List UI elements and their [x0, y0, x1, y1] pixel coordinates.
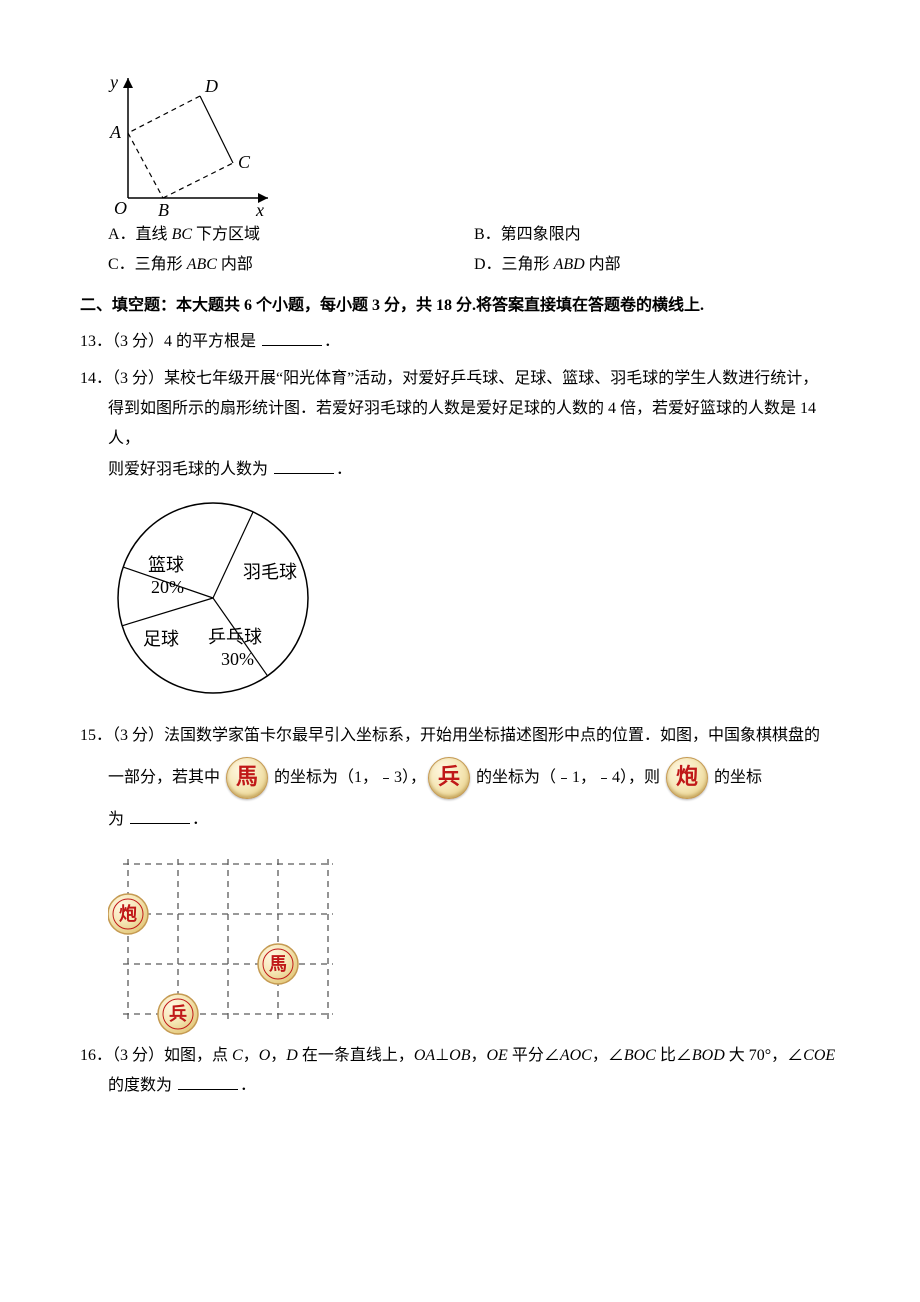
q15-line3: 为 ． — [108, 799, 840, 841]
q12-figure: O B x y A C D — [108, 68, 840, 218]
pie-label-bb: 篮球 — [148, 555, 184, 575]
q16-suf: ． — [240, 1077, 256, 1094]
q15: 15．（3 分）法国数学家笛卡尔最早引入坐标系，开始用坐标描述图形中点的位置．如… — [80, 715, 840, 841]
q16-line2: 的度数为 ． — [108, 1071, 840, 1101]
q14-prefix: 14．（3 分） — [80, 370, 164, 387]
q14-suf: ． — [336, 461, 352, 478]
label-C: C — [238, 152, 251, 172]
label-A: A — [109, 122, 122, 142]
q16: 16．（3 分）如图，点 C，O，D 在一条直线上，OA⊥OB，OE 平分∠AO… — [80, 1041, 840, 1102]
q15-s1: 法国数学家笛卡尔最早引入坐标系，开始用坐标描述图形中点的位置．如图，中国象棋棋盘… — [164, 727, 820, 744]
q15-s4: 的坐标为（﹣1，﹣4），则 — [472, 769, 664, 786]
pie-label-bb-pct: 20% — [151, 577, 184, 597]
q15-line2: 一部分，若其中 馬 的坐标为（1，﹣3），兵 的坐标为（﹣1，﹣4），则 炮 的… — [108, 757, 840, 799]
label-B: B — [158, 200, 169, 218]
q15-s6: 为 — [108, 811, 128, 828]
q12-options: A．直线 BC 下方区域 B．第四象限内 C．三角形 ABC 内部 D．三角形 … — [108, 220, 840, 281]
q13: 13．（3 分）4 的平方根是 ． — [80, 327, 840, 357]
q14-l3wrap: 则爱好羽毛球的人数为 ． — [108, 455, 840, 485]
q13-text: 13．（3 分）4 的平方根是 — [80, 333, 260, 350]
svg-text:炮: 炮 — [119, 903, 137, 924]
q15-board: 炮馬兵 — [108, 849, 840, 1039]
q14-pie: 羽毛球 乒乓球 30% 足球 篮球 20% — [108, 493, 840, 713]
section2-title: 二、填空题：本大题共 6 个小题，每小题 3 分，共 18 分.将答案直接填在答… — [80, 291, 840, 321]
q15-s5: 的坐标 — [710, 769, 762, 786]
q16-blank — [178, 1075, 238, 1090]
option-C: C．三角形 ABC 内部 — [108, 250, 474, 280]
q16-s2: 的度数为 — [108, 1077, 176, 1094]
chess-board: 炮馬兵 — [108, 849, 338, 1039]
q16-prefix: 16．（3 分） — [80, 1047, 164, 1064]
label-x: x — [255, 200, 264, 218]
q13-blank — [262, 331, 322, 346]
option-D: D．三角形 ABD 内部 — [474, 250, 840, 280]
svg-text:兵: 兵 — [169, 1004, 187, 1024]
q16-s1: 如图，点 C，O，D 在一条直线上，OA⊥OB，OE 平分∠AOC，∠BOC 比… — [164, 1047, 835, 1064]
q14-l3: 则爱好羽毛球的人数为 — [108, 461, 272, 478]
q15-s3: 的坐标为（1，﹣3）， — [270, 769, 426, 786]
q15-suf: ． — [192, 811, 208, 828]
q15-blank — [130, 809, 190, 824]
q15-prefix: 15．（3 分） — [80, 727, 164, 744]
pie-chart: 羽毛球 乒乓球 30% 足球 篮球 20% — [108, 493, 328, 713]
coord-diagram: O B x y A C D — [108, 68, 278, 218]
pie-label-badminton: 羽毛球 — [243, 562, 297, 582]
pie-label-pp: 乒乓球 — [208, 627, 262, 647]
label-O: O — [114, 198, 127, 218]
q13-suffix: ． — [324, 333, 340, 350]
label-D: D — [204, 76, 218, 96]
option-A: A．直线 BC 下方区域 — [108, 220, 474, 250]
piece-pao-icon: 炮 — [666, 757, 708, 799]
option-B: B．第四象限内 — [474, 220, 840, 250]
pie-label-foot: 足球 — [143, 629, 179, 649]
svg-text:馬: 馬 — [269, 954, 287, 974]
piece-ma-icon: 馬 — [226, 757, 268, 799]
exam-page: O B x y A C D A．直线 BC 下方区域 B．第四象限内 C．三角形… — [0, 0, 920, 1207]
q14: 14．（3 分）某校七年级开展“阳光体育”活动，对爱好乒乓球、足球、篮球、羽毛球… — [80, 364, 840, 486]
piece-bing-icon: 兵 — [428, 757, 470, 799]
q14-blank — [274, 458, 334, 473]
q14-l2: 得到如图所示的扇形统计图．若爱好羽毛球的人数是爱好足球的人数的 4 倍，若爱好篮… — [108, 394, 840, 455]
q15-s2: 一部分，若其中 — [108, 769, 224, 786]
q14-l1: 某校七年级开展“阳光体育”活动，对爱好乒乓球、足球、篮球、羽毛球的学生人数进行统… — [164, 370, 818, 387]
pie-label-pp-pct: 30% — [221, 649, 254, 669]
label-y: y — [108, 72, 118, 92]
